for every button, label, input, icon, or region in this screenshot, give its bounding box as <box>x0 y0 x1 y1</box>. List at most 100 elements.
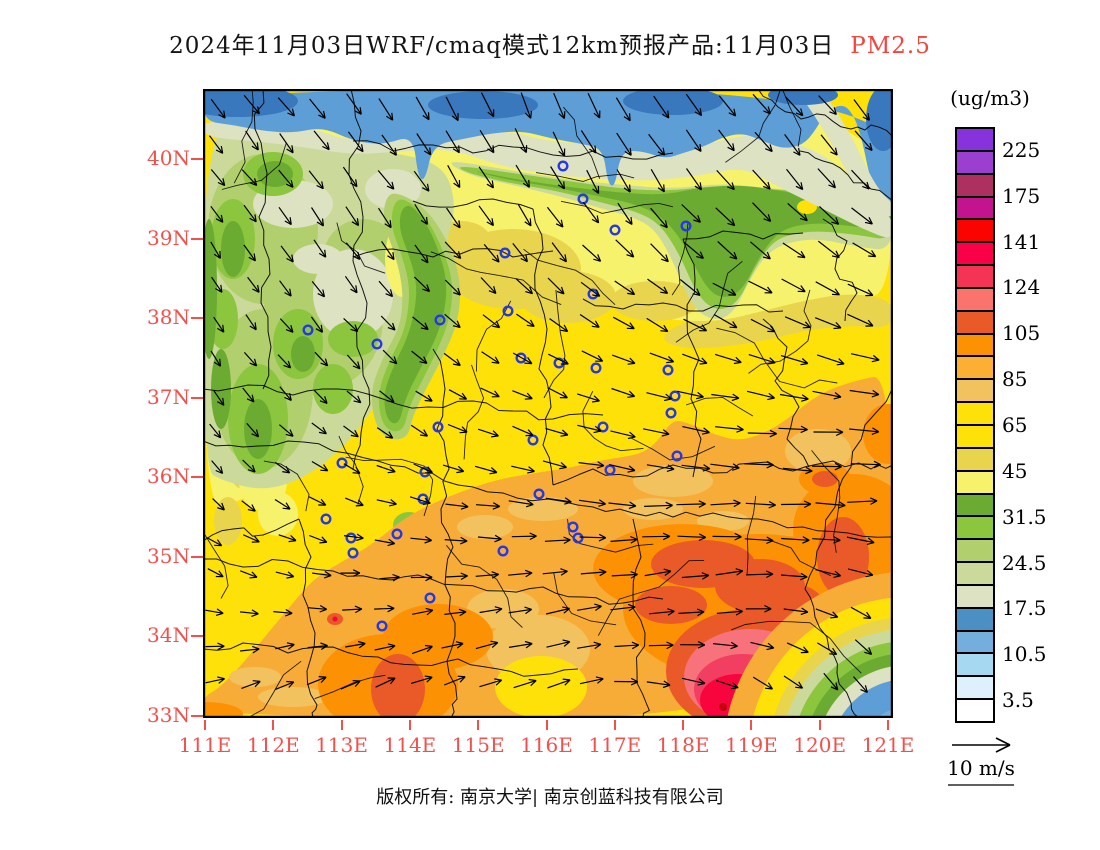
colorbar-cell <box>957 286 993 310</box>
field-region <box>371 654 425 718</box>
legend-arrow-head-top <box>995 737 1011 746</box>
wind-arrow <box>345 497 364 507</box>
lat-axis-label: 33N <box>147 702 190 727</box>
field-region <box>258 492 298 536</box>
wind-arrow <box>274 461 291 474</box>
wind-arrow <box>416 133 432 156</box>
wind-arrow <box>612 316 635 330</box>
wind-arrow <box>545 606 570 615</box>
wind-arrow <box>275 642 295 650</box>
wind-arrow <box>712 641 738 650</box>
wind-arrow <box>210 98 226 119</box>
wind-arrow <box>683 318 708 332</box>
wind-arrow <box>210 350 222 367</box>
colorbar-tick-label: 3.5 <box>1002 688 1034 713</box>
city-marker <box>671 450 683 462</box>
city-marker <box>669 390 681 402</box>
field-region <box>328 321 378 357</box>
wind-arrow <box>748 280 773 294</box>
wind-arrow <box>752 676 774 690</box>
county-boundary-line <box>314 674 386 700</box>
wind-arrow <box>410 424 429 437</box>
wind-arrow <box>850 353 880 363</box>
county-boundary-line <box>748 289 812 374</box>
wind-arrow <box>342 166 358 188</box>
field-region <box>520 271 616 323</box>
city-marker <box>604 464 616 476</box>
wind-arrow <box>378 280 394 298</box>
wind-arrow <box>346 93 362 115</box>
field-region <box>257 161 293 187</box>
lon-axis-label: 121E <box>861 733 915 757</box>
wind-arrow <box>781 278 806 293</box>
wind-arrow <box>782 466 813 475</box>
field-region <box>203 89 893 215</box>
lon-axis-label: 117E <box>588 733 642 757</box>
colorbar-cell <box>957 652 993 676</box>
wind-arrow <box>581 350 604 362</box>
city-marker <box>434 314 446 326</box>
county-boundary-line <box>430 251 562 306</box>
wind-arrow <box>816 642 838 655</box>
wind-arrow <box>508 606 533 615</box>
lon-tick <box>272 720 275 730</box>
wind-arrow <box>279 318 294 333</box>
colorbar <box>955 127 995 723</box>
colorbar-tick-label: 24.5 <box>1002 550 1047 575</box>
wind-arrow <box>752 169 771 190</box>
wind-arrow <box>313 239 327 258</box>
page-title: 2024年11月03日WRF/cmaq模式12km预报产品:11月03日 PM2.… <box>0 26 1100 60</box>
wind-arrow <box>811 462 842 471</box>
lat-axis-label: 34N <box>147 623 190 648</box>
wind-arrow <box>279 280 292 297</box>
wind-arrow <box>778 425 808 434</box>
wind-arrow <box>247 276 260 293</box>
wind-arrow <box>610 430 636 440</box>
wind-arrow <box>512 243 528 263</box>
wind-arrow <box>546 206 564 228</box>
field-region <box>800 89 893 217</box>
wind-arrow <box>343 317 359 333</box>
wind-arrow <box>681 677 706 686</box>
lat-tick <box>191 714 203 717</box>
wind-arrow <box>750 318 776 333</box>
city-marker <box>419 466 431 478</box>
boundary-line <box>632 518 650 718</box>
colorbar-cell <box>957 355 993 379</box>
lon-axis-label: 114E <box>383 733 437 757</box>
lon-axis-label: 111E <box>178 733 232 757</box>
city-marker <box>609 224 621 236</box>
wind-arrow <box>553 92 566 120</box>
wind-arrow <box>241 500 256 512</box>
county-boundary-line <box>582 390 644 452</box>
wind-arrow <box>617 202 633 226</box>
wind-arrow <box>681 572 710 580</box>
wind-arrow <box>374 604 395 613</box>
wind-arrow <box>512 352 533 365</box>
wind-arrow <box>745 604 772 613</box>
wind-arrow <box>815 281 840 296</box>
wind-arrow <box>711 393 740 402</box>
wind-arrow <box>245 130 259 151</box>
wind-arrow <box>479 129 495 154</box>
wind-arrow <box>475 571 500 579</box>
boundary-line <box>682 238 702 478</box>
boundary-line <box>203 384 604 421</box>
wind-arrow <box>580 130 597 154</box>
lat-tick <box>191 317 203 320</box>
wind-arrow <box>246 423 260 438</box>
wind-arrow <box>347 131 364 153</box>
wind-arrow <box>642 532 671 541</box>
field-region <box>508 497 578 521</box>
wind-arrow <box>345 206 360 227</box>
colorbar-cell <box>957 538 993 562</box>
wind-arrow <box>376 499 397 507</box>
map-border <box>202 88 894 719</box>
county-boundary-line <box>463 364 485 460</box>
boundary-line <box>298 518 318 718</box>
wind-arrow <box>783 607 809 616</box>
field-region <box>467 589 539 629</box>
copyright-text: 版权所有: 南京大学| 南京创蓝科技有限公司 <box>376 787 724 808</box>
wind-arrow <box>477 534 502 543</box>
wind-arrow <box>854 639 873 655</box>
